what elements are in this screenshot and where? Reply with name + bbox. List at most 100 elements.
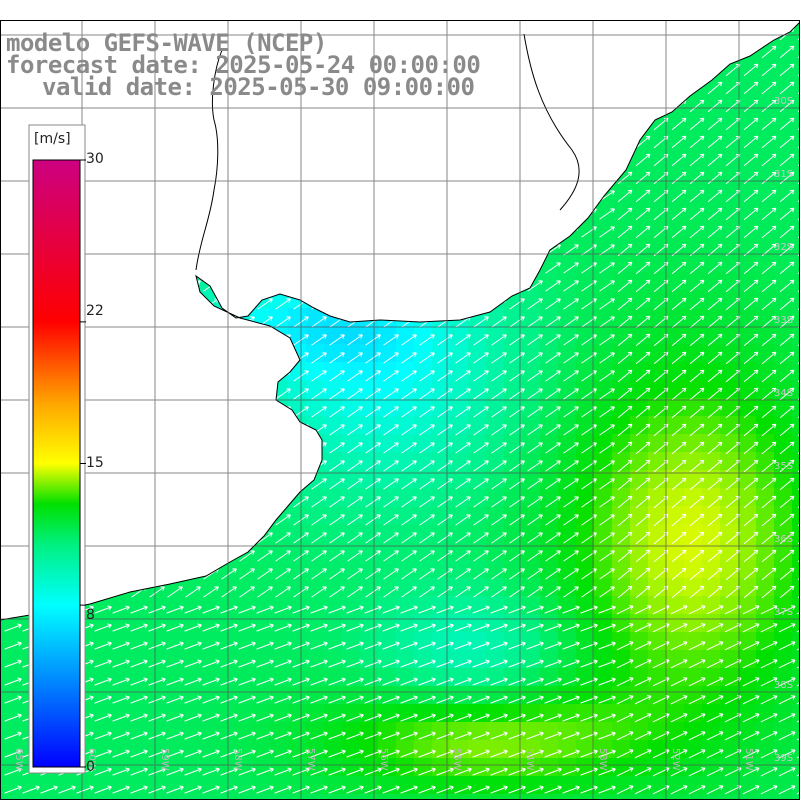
wind-arrow <box>472 623 490 632</box>
speed-cell <box>792 614 800 633</box>
wind-arrow <box>743 207 759 221</box>
wind-arrow <box>671 351 687 365</box>
wind-arrow <box>365 478 381 490</box>
wind-arrow <box>274 677 292 686</box>
wind-arrow <box>671 297 687 311</box>
speed-cell <box>324 416 343 435</box>
speed-cell <box>486 794 505 800</box>
wind-arrow <box>328 695 346 704</box>
wind-arrow <box>760 605 778 615</box>
speed-cell <box>558 398 577 417</box>
speed-cell <box>792 272 800 291</box>
speed-cell <box>738 542 757 561</box>
speed-cell <box>648 128 667 147</box>
wind-arrow <box>490 659 508 668</box>
speed-cell <box>648 488 667 507</box>
speed-cell <box>756 794 775 800</box>
wind-arrow <box>328 785 346 794</box>
wind-arrow <box>743 477 759 491</box>
colorbar-tick-30: 30 <box>86 151 104 167</box>
wind-arrow <box>742 659 760 669</box>
wind-arrow <box>509 532 525 544</box>
speed-cell <box>720 470 739 489</box>
wind-arrow <box>670 641 688 651</box>
wind-arrow <box>671 135 687 149</box>
wind-arrow <box>508 641 526 650</box>
speed-cell <box>702 452 721 471</box>
wind-arrow <box>238 695 256 704</box>
wind-arrow <box>707 423 723 437</box>
speed-cell <box>558 308 577 327</box>
wind-arrow <box>347 514 363 526</box>
wind-arrow <box>329 550 345 562</box>
speed-cell <box>648 362 667 381</box>
speed-cell <box>774 200 793 219</box>
speed-cell <box>612 398 631 417</box>
speed-cell <box>648 182 667 201</box>
wind-arrow <box>148 659 166 668</box>
speed-cell <box>756 398 775 417</box>
wind-arrow <box>508 659 526 668</box>
wind-arrow <box>761 441 777 455</box>
wind-arrow <box>671 225 687 239</box>
wind-arrow <box>634 749 652 759</box>
wind-arrow <box>383 496 399 508</box>
speed-cell <box>792 308 800 327</box>
wind-arrow <box>473 388 489 400</box>
wind-arrow <box>418 713 436 722</box>
wind-arrow <box>598 785 616 794</box>
speed-cell <box>198 578 217 597</box>
wind-arrow <box>256 605 274 614</box>
wind-arrow <box>418 659 436 668</box>
wind-arrow <box>130 605 148 614</box>
wind-arrow <box>599 370 615 382</box>
wind-arrow <box>562 659 580 668</box>
speed-cell <box>342 398 361 417</box>
wind-arrow <box>437 550 453 562</box>
wind-arrow <box>616 731 634 741</box>
wind-arrow <box>473 478 489 490</box>
wind-arrow <box>130 641 148 650</box>
wind-arrow <box>383 370 399 382</box>
wind-arrow <box>706 641 724 651</box>
speed-cell <box>684 236 703 255</box>
wind-arrow <box>454 785 472 794</box>
wind-arrow <box>778 605 796 615</box>
speed-cell <box>450 578 469 597</box>
wind-arrow <box>401 478 417 490</box>
wind-arrow <box>455 496 471 508</box>
wind-arrow <box>365 586 381 598</box>
wind-arrow <box>707 531 723 545</box>
wind-arrow <box>688 605 706 615</box>
speed-cell <box>342 524 361 543</box>
wind-arrow <box>364 623 382 632</box>
wind-arrow <box>580 659 598 668</box>
wind-arrow <box>454 623 472 632</box>
speed-cell <box>612 362 631 381</box>
wind-arrow <box>347 460 363 472</box>
wind-arrow <box>743 99 759 113</box>
wind-arrow <box>365 460 381 472</box>
speed-cell <box>792 200 800 219</box>
wind-arrow <box>707 99 723 113</box>
lon-label: 53W <box>597 748 608 771</box>
wind-arrow <box>598 623 616 632</box>
speed-cell <box>540 416 559 435</box>
wind-arrow <box>563 460 579 472</box>
wind-arrow <box>707 477 723 491</box>
wind-arrow <box>599 442 615 454</box>
speed-cell <box>720 794 739 800</box>
colorbar-unit: [m/s] <box>34 131 71 147</box>
wind-arrow <box>508 677 526 686</box>
wind-arrow <box>148 767 166 776</box>
wind-arrow <box>527 496 543 508</box>
wind-arrow <box>671 441 687 455</box>
wind-arrow <box>779 135 795 149</box>
wind-arrow <box>509 352 525 364</box>
speed-cell <box>324 524 343 543</box>
speed-cell <box>360 362 379 381</box>
speed-cell <box>522 380 541 399</box>
wind-arrow <box>635 369 651 383</box>
speed-cell <box>414 362 433 381</box>
wind-arrow <box>580 641 598 650</box>
